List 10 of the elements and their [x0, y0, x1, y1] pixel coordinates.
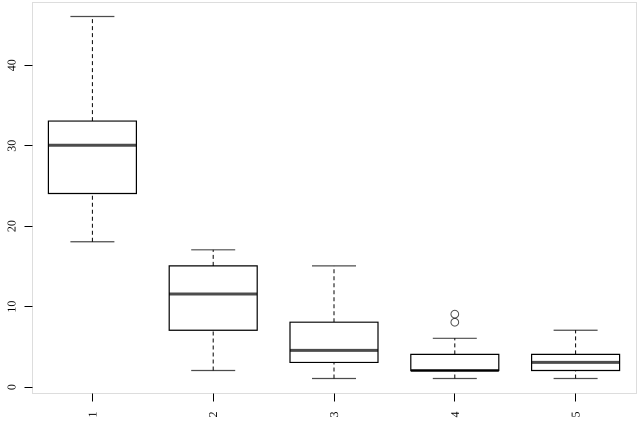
x-tick-label: 3 [327, 412, 341, 418]
y-tick-label: 30 [4, 140, 18, 152]
x-tick-label: 2 [206, 412, 220, 418]
y-tick-label: 10 [4, 300, 18, 313]
y-tick-label: 20 [4, 220, 18, 232]
y-tick-label: 0 [4, 384, 18, 390]
x-tick-label: 4 [448, 412, 462, 418]
x-tick-label: 1 [85, 412, 100, 418]
y-tick-label: 40 [4, 59, 18, 72]
x-tick-label: 5 [568, 412, 583, 418]
